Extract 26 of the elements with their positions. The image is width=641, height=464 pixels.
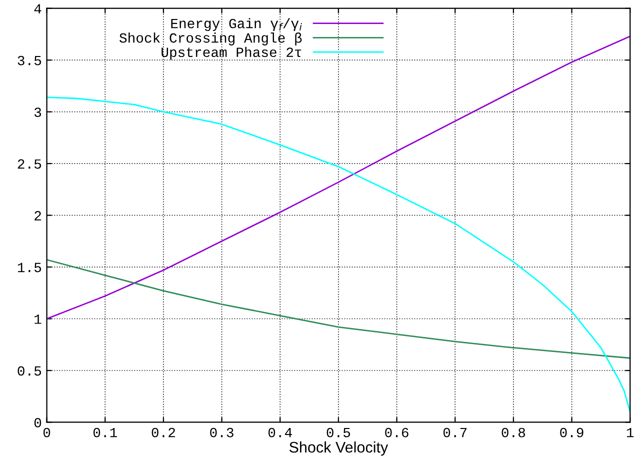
legend-label: Energy Gain γ$_{f}$/γ$_{i}$ [171, 18, 302, 32]
x-tick-label: 0 [43, 428, 50, 438]
y-tick-label: 4 [34, 4, 42, 14]
x-tick-label: 0.5 [326, 428, 350, 438]
y-tick-label: 1.5 [18, 262, 42, 272]
x-tick-label: 0.3 [210, 428, 234, 438]
legend-label: Upstream Phase 2τ [162, 46, 302, 60]
y-tick-label: 0.5 [18, 366, 42, 376]
x-tick-label: 0.4 [268, 428, 292, 438]
x-tick-label: 0.9 [560, 428, 584, 438]
line-series [46, 96, 630, 413]
y-tick-label: 2.5 [18, 159, 42, 169]
x-tick-label: 0.8 [502, 428, 526, 438]
legend-label: Shock Crossing Angle β [120, 32, 302, 46]
line-series [46, 259, 630, 359]
x-tick-label: 0.2 [152, 428, 175, 438]
y-tick-label: 1 [34, 314, 42, 324]
x-tick-label: 0.7 [443, 428, 467, 438]
x-axis-title: Shock Velocity [289, 441, 388, 456]
x-tick-label: 0.6 [385, 428, 408, 438]
y-tick-label: 3 [34, 108, 42, 117]
x-tick-label: 1 [626, 428, 634, 438]
y-tick-label: 3.5 [18, 56, 42, 66]
y-tick-label: 2 [34, 211, 41, 220]
x-tick-label: 0.1 [93, 428, 117, 438]
y-tick-label: 0 [34, 418, 42, 428]
